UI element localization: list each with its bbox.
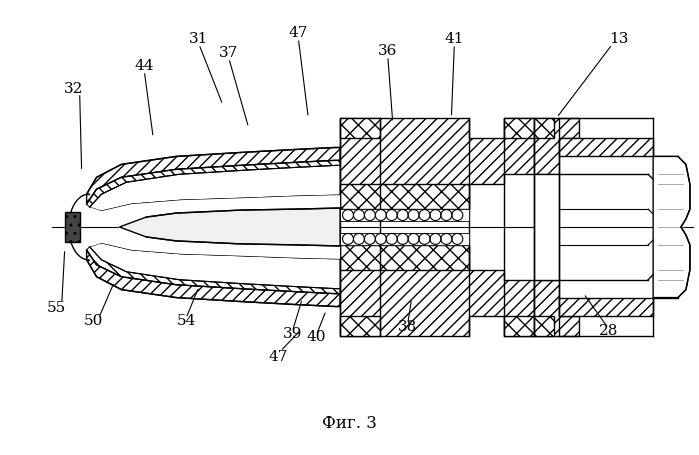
Polygon shape [87,161,340,207]
Polygon shape [559,138,653,157]
Polygon shape [534,280,579,337]
Text: 47: 47 [268,349,288,364]
Polygon shape [559,298,653,317]
Polygon shape [87,250,340,307]
Text: 40: 40 [306,329,326,344]
Text: 37: 37 [219,46,238,60]
Polygon shape [89,166,340,212]
Polygon shape [89,243,340,289]
Polygon shape [534,317,554,337]
Text: 39: 39 [282,327,302,341]
Polygon shape [340,118,380,138]
Polygon shape [534,175,559,280]
Polygon shape [340,185,469,210]
Polygon shape [120,209,340,246]
Polygon shape [534,118,579,175]
Polygon shape [87,148,340,205]
Polygon shape [340,210,469,222]
Text: 32: 32 [64,82,83,96]
Text: 31: 31 [189,32,208,46]
Polygon shape [340,317,380,337]
Text: 44: 44 [134,59,154,73]
Polygon shape [87,248,340,294]
Text: 28: 28 [599,324,618,338]
Polygon shape [89,196,340,228]
Polygon shape [534,118,554,138]
Text: 50: 50 [84,314,103,328]
Polygon shape [340,245,534,337]
Text: 13: 13 [609,32,628,46]
Polygon shape [340,245,469,270]
Text: 36: 36 [378,44,398,58]
Text: 47: 47 [289,26,308,40]
Polygon shape [653,157,690,298]
Polygon shape [65,212,80,243]
Text: Фиг. 3: Фиг. 3 [322,415,377,431]
Polygon shape [340,233,469,245]
Polygon shape [504,317,534,337]
Text: 38: 38 [398,320,417,334]
Text: 55: 55 [47,300,66,314]
Text: 54: 54 [176,314,196,328]
Polygon shape [504,118,534,138]
Text: 41: 41 [445,32,464,46]
Polygon shape [89,228,340,259]
Polygon shape [340,118,534,210]
